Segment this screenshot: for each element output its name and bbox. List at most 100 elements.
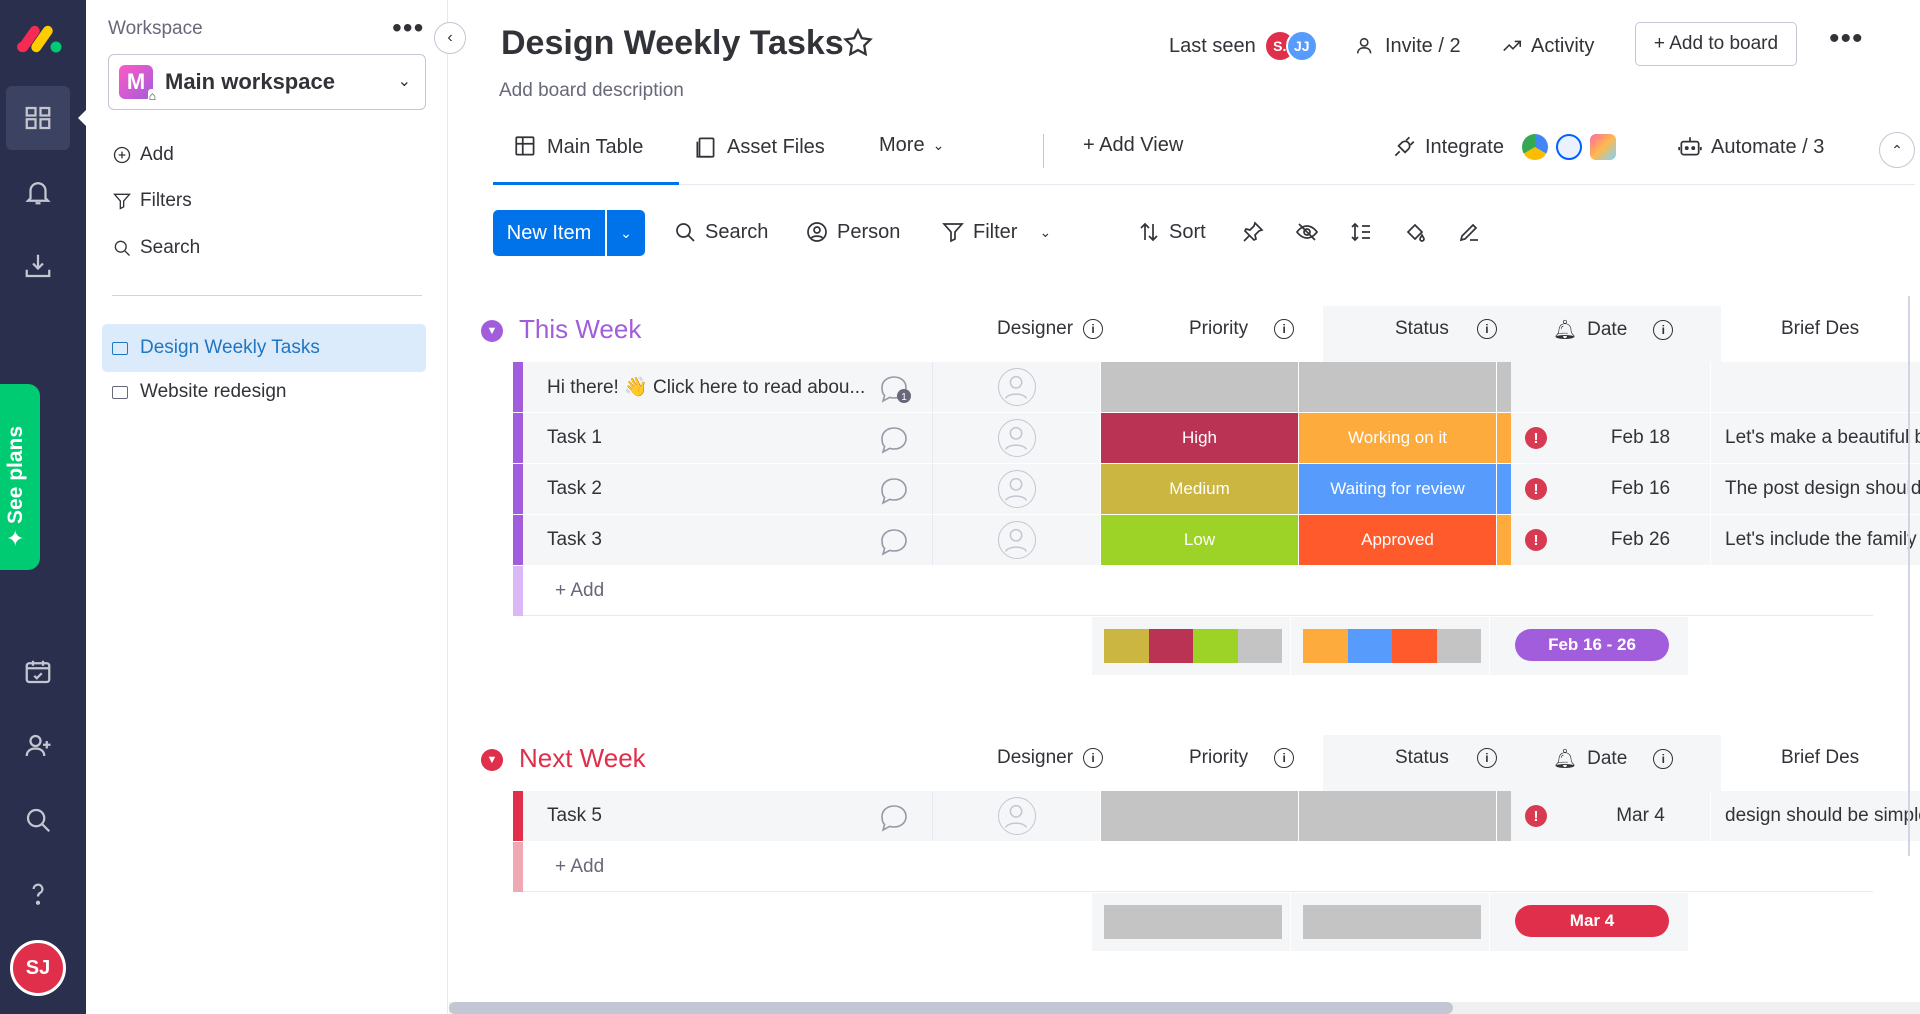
- workspace-menu-icon[interactable]: •••: [392, 12, 425, 43]
- designer-cell[interactable]: [933, 791, 1101, 841]
- date-range-summary[interactable]: Feb 16 - 26: [1515, 629, 1669, 661]
- date-range-summary[interactable]: Mar 4: [1515, 905, 1669, 937]
- sidebar-board-website-redesign[interactable]: Website redesign: [102, 368, 426, 416]
- updates-bubble-icon[interactable]: [877, 476, 911, 506]
- priority-summary-segment[interactable]: [1193, 629, 1238, 663]
- scrollbar-thumb[interactable]: [449, 1002, 1453, 1014]
- table-row[interactable]: Task 5 ! Mar 4 design should be simple: [513, 791, 1920, 841]
- status-cell[interactable]: [1299, 791, 1497, 841]
- item-name-cell[interactable]: Task 5: [523, 791, 933, 841]
- status-summary-segment[interactable]: [1392, 629, 1437, 663]
- date-cell[interactable]: ! Feb 18: [1511, 413, 1711, 463]
- priority-cell[interactable]: Low: [1101, 515, 1299, 565]
- info-icon[interactable]: i: [1274, 748, 1295, 768]
- add-item-row[interactable]: + Add: [513, 566, 1873, 616]
- priority-cell[interactable]: [1101, 362, 1299, 412]
- updates-bubble-icon[interactable]: [877, 527, 911, 557]
- brief-cell[interactable]: design should be simple: [1711, 791, 1920, 841]
- integrate-button[interactable]: Integrate: [1391, 134, 1616, 160]
- board-title[interactable]: Design Weekly Tasks: [501, 24, 844, 62]
- board-description[interactable]: Add board description: [499, 80, 684, 101]
- activity-button[interactable]: Activity: [1501, 24, 1594, 68]
- color-fill-icon[interactable]: [1403, 220, 1427, 244]
- notifications-icon[interactable]: [6, 160, 70, 224]
- status-cell[interactable]: Approved: [1299, 515, 1497, 565]
- user-avatar[interactable]: SJ: [10, 940, 66, 996]
- new-item-button[interactable]: New Item: [493, 210, 605, 256]
- info-icon[interactable]: i: [1653, 749, 1674, 769]
- brief-cell[interactable]: The post design should h: [1711, 464, 1920, 514]
- add-view-button[interactable]: + Add View: [1083, 134, 1184, 156]
- priority-summary-segment[interactable]: [1104, 629, 1149, 663]
- last-seen[interactable]: Last seen S. JJ: [1169, 24, 1318, 68]
- search-icon[interactable]: [6, 788, 70, 852]
- info-icon[interactable]: i: [1476, 748, 1497, 768]
- help-icon[interactable]: [6, 862, 70, 926]
- designer-cell[interactable]: [933, 464, 1101, 514]
- designer-cell[interactable]: [933, 362, 1101, 412]
- more-options-icon[interactable]: •••: [1829, 22, 1864, 55]
- priority-cell[interactable]: [1101, 791, 1299, 841]
- group-collapse-chevron-icon[interactable]: ▼: [481, 749, 503, 771]
- table-row[interactable]: Hi there! 👋 Click here to read abou... 1: [513, 362, 1920, 412]
- brief-cell[interactable]: [1711, 362, 1920, 412]
- row-height-icon[interactable]: [1349, 220, 1373, 244]
- tab-asset-files[interactable]: Asset Files: [693, 134, 825, 160]
- updates-bubble-icon[interactable]: [877, 425, 911, 455]
- chevron-down-icon[interactable]: ⌄: [1039, 223, 1052, 240]
- column-header-brief[interactable]: Brief Des: [1781, 318, 1859, 340]
- tab-main-table[interactable]: Main Table: [513, 134, 643, 160]
- status-cell[interactable]: [1299, 362, 1497, 412]
- column-header-status[interactable]: Status i: [1395, 747, 1497, 769]
- updates-bubble-icon[interactable]: 1: [877, 374, 911, 404]
- table-row[interactable]: Task 3 Low Approved! Feb 26 Let's include th…: [513, 515, 1920, 565]
- new-item-dropdown-chevron-icon[interactable]: ⌄: [607, 210, 645, 256]
- pin-icon[interactable]: [1241, 220, 1265, 244]
- status-summary-segment[interactable]: [1303, 905, 1481, 939]
- horizontal-scrollbar[interactable]: [449, 1002, 1920, 1014]
- info-icon[interactable]: i: [1653, 320, 1674, 340]
- status-summary-segment[interactable]: [1347, 629, 1392, 663]
- group-collapse-chevron-icon[interactable]: ▼: [481, 320, 503, 342]
- sidebar-search[interactable]: Search: [112, 237, 200, 259]
- inbox-icon[interactable]: [6, 234, 70, 298]
- sort-button[interactable]: Sort: [1137, 220, 1206, 244]
- info-icon[interactable]: i: [1083, 319, 1104, 339]
- person-filter-button[interactable]: Person: [805, 220, 900, 244]
- table-row[interactable]: Task 1 High Working on it! Feb 18 Let's make…: [513, 413, 1920, 463]
- designer-cell[interactable]: [933, 413, 1101, 463]
- add-item-row[interactable]: + Add: [513, 842, 1873, 892]
- workspace-selector[interactable]: M ⌂ Main workspace ⌄: [108, 54, 426, 110]
- group-title[interactable]: Next Week: [519, 743, 646, 773]
- edit-icon[interactable]: [1457, 220, 1481, 244]
- date-cell[interactable]: ! Mar 4: [1511, 791, 1711, 841]
- priority-cell[interactable]: Medium: [1101, 464, 1299, 514]
- priority-summary-segment[interactable]: [1148, 629, 1193, 663]
- work-management-icon[interactable]: [6, 86, 70, 150]
- see-plans-button[interactable]: See plans ✦: [0, 384, 40, 570]
- tab-more[interactable]: More ⌄: [879, 134, 944, 157]
- invite-button[interactable]: Invite / 2: [1355, 24, 1461, 68]
- my-work-icon[interactable]: [6, 640, 70, 704]
- date-cell[interactable]: [1511, 362, 1711, 412]
- filter-button[interactable]: Filter ⌄: [941, 220, 1051, 244]
- column-header-date[interactable]: 🔔︎ Date i: [1553, 318, 1674, 342]
- info-icon[interactable]: i: [1274, 319, 1295, 339]
- column-header-designer[interactable]: Designer i: [997, 747, 1104, 769]
- column-header-priority[interactable]: Priority i: [1189, 747, 1295, 769]
- group-title[interactable]: This Week: [519, 314, 642, 344]
- info-icon[interactable]: i: [1476, 319, 1497, 339]
- item-name-cell[interactable]: Task 2: [523, 464, 933, 514]
- date-cell[interactable]: ! Feb 16: [1511, 464, 1711, 514]
- status-cell[interactable]: Working on it: [1299, 413, 1497, 463]
- item-name-cell[interactable]: Task 3: [523, 515, 933, 565]
- table-row[interactable]: Task 2 Medium Waiting for review! Feb 16 The…: [513, 464, 1920, 514]
- priority-summary-segment[interactable]: [1237, 629, 1282, 663]
- status-summary-segment[interactable]: [1436, 629, 1481, 663]
- brief-cell[interactable]: Let's make a beautiful ba: [1711, 413, 1920, 463]
- invite-members-icon[interactable]: [6, 714, 70, 778]
- column-header-priority[interactable]: Priority i: [1189, 318, 1295, 340]
- monday-logo[interactable]: [14, 20, 66, 56]
- designer-cell[interactable]: [933, 515, 1101, 565]
- sidebar-add[interactable]: Add: [112, 144, 174, 166]
